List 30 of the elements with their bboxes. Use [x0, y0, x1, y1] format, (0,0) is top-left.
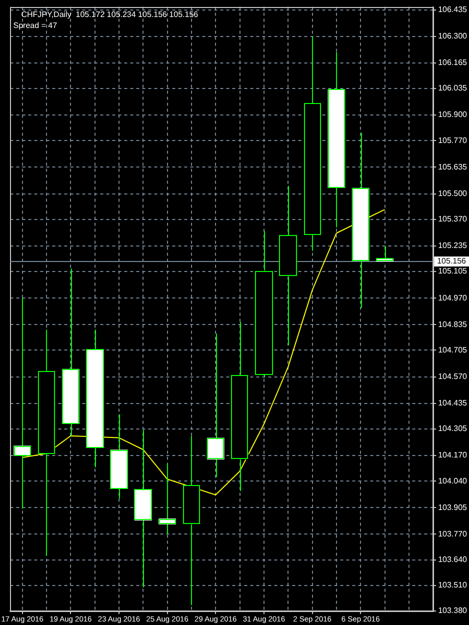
y-tick-label: 106.435 [438, 4, 468, 14]
y-tick-label: 105.635 [438, 162, 468, 172]
y-tick-label: 105.900 [438, 110, 468, 120]
candlestick [206, 333, 224, 478]
y-tick-label: 105.235 [438, 241, 468, 250]
y-tick-label: 104.970 [438, 293, 468, 302]
y-tick-label: 103.905 [438, 502, 468, 512]
y-tick-label: 104.435 [438, 398, 468, 408]
y-tick-label: 104.040 [438, 476, 468, 486]
y-tick-label: 103.380 [438, 606, 468, 616]
y-tick-label: 106.035 [438, 84, 468, 93]
y-tick-label: 103.640 [438, 555, 468, 564]
y-tick-label: 105.105 [438, 266, 468, 276]
chart-title: CHFJPY,Daily 105.172 105.234 105.156 105.156 [21, 10, 199, 20]
y-tick-label: 103.510 [438, 580, 468, 590]
text: Spread = 47 [13, 21, 58, 30]
y-tick-label: 104.305 [438, 424, 468, 434]
y-tick-label: 105.770 [438, 136, 468, 145]
y-tick-label: 104.705 [438, 345, 468, 354]
candlestick [158, 462, 176, 535]
y-tick-label: 104.835 [438, 320, 468, 329]
y-tick-label: 104.170 [438, 450, 468, 460]
ref-line-label: 105.156 [437, 256, 467, 266]
y-tick-label: 106.300 [438, 32, 468, 41]
candlestick [376, 246, 394, 262]
y-tick-label: 104.570 [438, 372, 468, 381]
y-tick-label: 103.770 [438, 529, 468, 538]
y-tick-label: 105.370 [438, 214, 468, 224]
y-tick-label: 106.165 [438, 58, 468, 68]
y-tick-label: 105.500 [438, 188, 468, 198]
